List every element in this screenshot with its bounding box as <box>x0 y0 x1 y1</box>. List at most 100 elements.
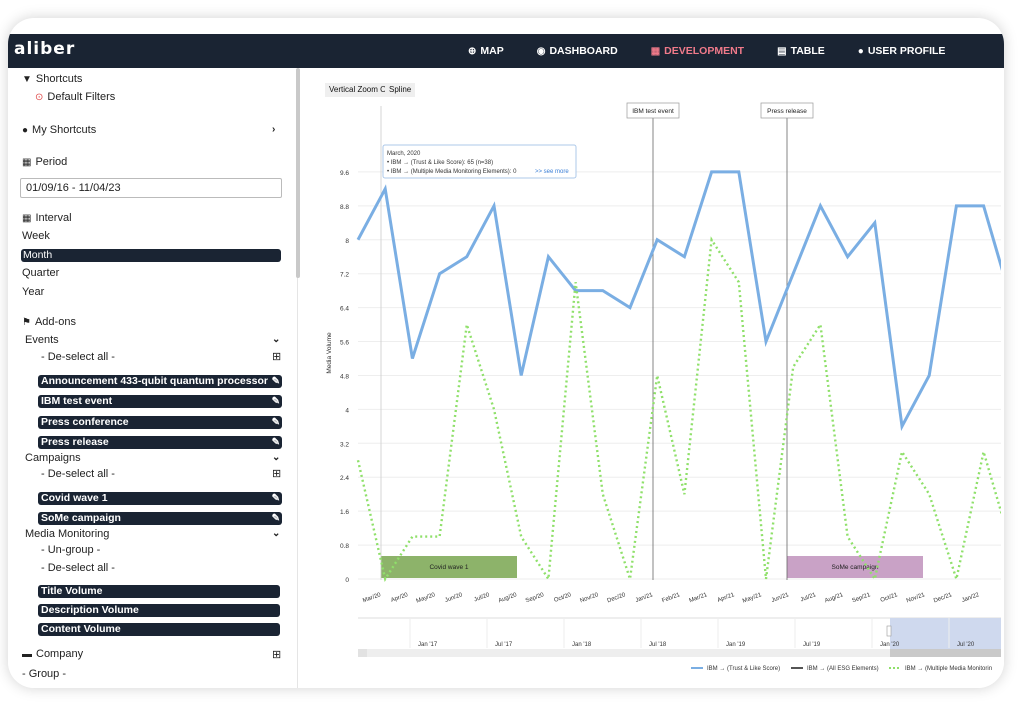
edit-icon[interactable]: ✎ <box>271 513 280 524</box>
interval-label: Interval <box>35 212 72 224</box>
sidebar-scrollbar[interactable] <box>296 68 300 278</box>
series-line-1[interactable] <box>356 170 1001 432</box>
navigator-scrollbar-thumb[interactable] <box>890 649 1001 657</box>
chevron-right-icon[interactable]: › <box>272 124 276 135</box>
nav-map[interactable]: ⊕ MAP <box>468 45 504 57</box>
vertical-zoom-out-button[interactable]: Vertical Zoom Out <box>325 83 398 97</box>
y-tick-label: 1.6 <box>340 509 349 516</box>
legend-item[interactable]: IBM → (Trust & Like Score) <box>707 666 780 672</box>
campaigns-label: Campaigns <box>25 452 81 464</box>
edit-icon[interactable]: ✎ <box>271 376 280 387</box>
campaigns-deselect-all[interactable]: - De-select all - <box>41 468 115 480</box>
event-marker-box[interactable] <box>760 102 814 119</box>
navigator-label: Jul '19 <box>803 642 821 648</box>
events-deselect-all[interactable]: - De-select all - <box>41 351 115 363</box>
y-tick-label: 6.4 <box>340 306 349 313</box>
series-line-2[interactable] <box>356 236 1001 584</box>
event-marker-box[interactable] <box>626 102 680 119</box>
event-label: Press release <box>41 436 109 448</box>
nav-user-profile[interactable]: ● USER PROFILE <box>858 45 946 57</box>
edit-icon[interactable]: ✎ <box>271 437 280 448</box>
edit-icon[interactable]: ✎ <box>271 493 280 504</box>
campaign-item[interactable]: SoMe campaign ✎ <box>38 512 282 525</box>
event-item[interactable]: Announcement 433-qubit quantum processor… <box>38 375 282 388</box>
legend-item[interactable]: IBM → (Multiple Media Monitorin <box>905 666 992 672</box>
x-tick-label: Oct/21 <box>880 592 899 604</box>
media-monitoring-item[interactable]: Title Volume <box>38 585 280 598</box>
shortcuts-label: Shortcuts <box>35 73 83 85</box>
ungroup-item[interactable]: - Un-group - <box>41 544 100 556</box>
navigator-label: Jan '20 <box>880 642 900 648</box>
interval-option-week[interactable]: Week <box>22 230 50 242</box>
media-monitoring-item[interactable]: Content Volume <box>38 623 280 636</box>
media-monitoring-label: Description Volume <box>41 604 139 616</box>
media-deselect-all[interactable]: - De-select all - <box>41 562 115 574</box>
campaign-item[interactable]: Covid wave 1 ✎ <box>38 492 282 505</box>
interval-option-month[interactable]: Month <box>21 249 281 262</box>
default-filters-label: Default Filters <box>47 91 116 103</box>
edit-icon[interactable]: ✎ <box>271 417 280 428</box>
nav-table[interactable]: ▤ TABLE <box>777 45 825 57</box>
chart-icon: ▦ <box>650 45 661 57</box>
media-monitoring-label: Media Monitoring <box>25 528 110 540</box>
x-tick-label: Mar/20 <box>362 592 382 604</box>
x-tick-label: May/21 <box>742 592 763 605</box>
navigator-label: Jul '17 <box>495 642 513 648</box>
period-input[interactable] <box>20 178 282 198</box>
flag-icon: ⚑ <box>22 316 31 328</box>
nav-development[interactable]: ▦ DEVELOPMENT <box>651 45 744 57</box>
nav-label: MAP <box>480 45 504 57</box>
campaign-band-some[interactable] <box>787 556 923 578</box>
expand-plus-icon[interactable]: ⊞ <box>272 351 282 363</box>
spline-button[interactable]: Spline <box>385 83 416 97</box>
events-heading[interactable]: Events <box>25 334 59 346</box>
scroll-left-arrow[interactable] <box>358 649 367 657</box>
chevron-down-icon[interactable]: ⌄ <box>272 334 281 345</box>
chevron-down-icon[interactable]: ⌄ <box>272 452 281 463</box>
default-filters-item[interactable]: ⊙ Default Filters <box>35 91 115 103</box>
y-tick-label: 3.2 <box>340 441 349 448</box>
navigator-label: Jan '18 <box>572 642 592 648</box>
media-monitoring-item[interactable]: Description Volume <box>38 604 280 617</box>
legend-item[interactable]: IBM → (All ESG Elements) <box>807 666 879 672</box>
expand-plus-icon[interactable]: ⊞ <box>272 468 282 480</box>
navigator-label: Jul '18 <box>649 642 667 648</box>
event-marker-label: IBM test event <box>632 108 674 115</box>
y-tick-label: 0.8 <box>340 543 349 550</box>
media-monitoring-heading[interactable]: Media Monitoring <box>25 528 109 540</box>
campaign-band-covid[interactable] <box>381 556 517 578</box>
navigator-label: Jan '19 <box>726 642 746 648</box>
group-item[interactable]: - Group - <box>22 668 66 680</box>
chevron-down-icon[interactable]: ⌄ <box>272 528 281 539</box>
my-shortcuts-label: My Shortcuts <box>32 124 97 136</box>
navigator-handle[interactable] <box>886 625 892 637</box>
company-heading[interactable]: ▬ Company <box>22 648 83 660</box>
y-tick-label: 8.8 <box>340 204 349 211</box>
nav-dashboard[interactable]: ◉ DASHBOARD <box>537 45 618 57</box>
edit-icon[interactable]: ✎ <box>271 396 280 407</box>
event-item[interactable]: Press release ✎ <box>38 436 282 449</box>
event-label: Press conference <box>41 416 129 428</box>
tooltip-title: March, 2020 <box>387 151 421 157</box>
tooltip-line: • IBM → (Multiple Media Monitoring Eleme… <box>387 169 517 175</box>
see-more-link[interactable]: >> see more <box>535 169 569 175</box>
tooltip-line: • IBM → (Trust & Like Score): 65 (n=38) <box>387 160 493 166</box>
company-label: Company <box>36 648 84 660</box>
expand-plus-icon[interactable]: ⊞ <box>272 649 282 661</box>
app-window: aliber ⊕ MAP ◉ DASHBOARD ▦ DEVELOPMENT ▤ TABLE ●… <box>8 18 1004 688</box>
event-item[interactable]: IBM test event ✎ <box>38 395 282 408</box>
x-tick-label: Jun/20 <box>444 592 464 604</box>
event-item[interactable]: Press conference ✎ <box>38 416 282 429</box>
navigator-scrollbar[interactable] <box>358 649 1001 657</box>
interval-option-year[interactable]: Year <box>22 286 45 298</box>
development-chart[interactable]: 0 0.8 1.6 2.4 3.2 4 4.8 5.6 6.4 7.2 8 8.8 9.6 Media V… <box>301 68 1001 683</box>
campaigns-heading[interactable]: Campaigns <box>25 452 81 464</box>
my-shortcuts-item[interactable]: ● My Shortcuts <box>22 124 96 136</box>
shortcuts-heading[interactable]: ▼ Shortcuts <box>22 73 82 85</box>
interval-option-quarter[interactable]: Quarter <box>22 267 60 279</box>
campaign-band-label: Covid wave 1 <box>429 564 468 571</box>
y-tick-label: 4.8 <box>340 373 349 380</box>
app-logo[interactable]: aliber <box>14 39 76 59</box>
target-icon: ⊙ <box>35 91 44 103</box>
calendar-icon: ▦ <box>22 156 32 168</box>
